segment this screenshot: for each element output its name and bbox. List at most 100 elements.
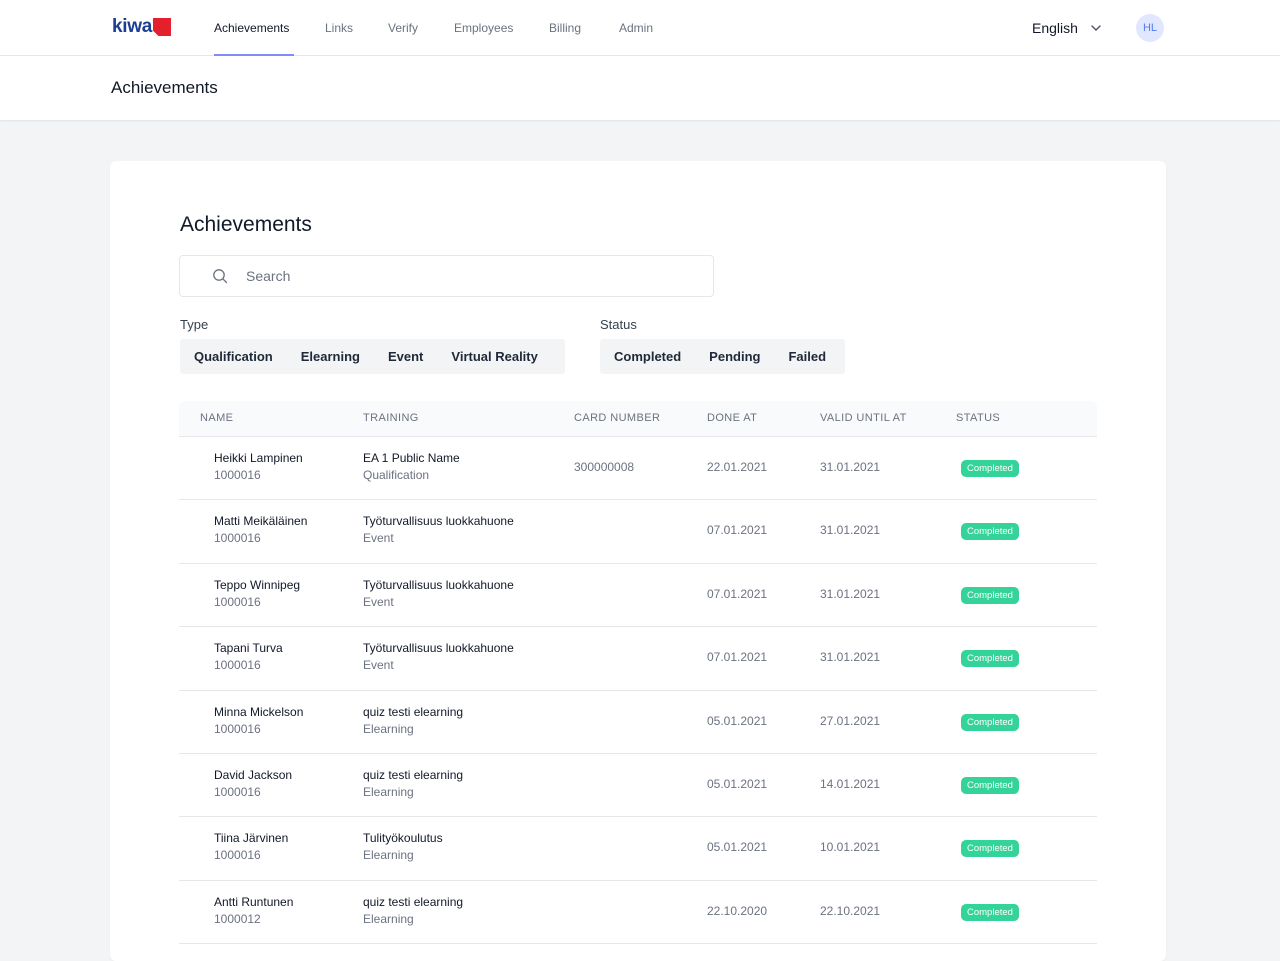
row-training-type: Elearning (363, 848, 414, 863)
row-employee-id: 1000016 (214, 594, 261, 609)
filter-elearning[interactable]: Elearning (300, 349, 360, 364)
row-training-type: Elearning (363, 784, 414, 799)
table-row[interactable]: Minna Mickelson 1000016 quiz testi elearni… (179, 690, 1097, 754)
status-badge: Completed (961, 776, 1019, 794)
row-name: Tapani Turva (214, 641, 283, 656)
row-employee-id: 1000016 (214, 784, 261, 799)
row-training-type: Elearning (363, 911, 414, 926)
column-header-training[interactable]: TRAINING (363, 412, 419, 424)
row-employee-id: 1000016 (214, 468, 261, 482)
table-body: Heikki Lampinen 1000016 EA 1 Public Name Qu… (179, 437, 1097, 945)
row-valid-until: 27.01.2021 (820, 713, 881, 728)
row-training-type: Event (363, 531, 394, 546)
kiwa-logo[interactable]: kiwa (112, 15, 171, 39)
table-row[interactable]: Teppo Winnipeg 1000016 Työturvallisuus luo… (179, 563, 1097, 628)
row-employee-id: 1000016 (214, 721, 261, 736)
row-training-type: Elearning (363, 721, 414, 736)
row-name: Tiina Järvinen (214, 831, 289, 846)
column-header-name[interactable]: NAME (200, 412, 234, 424)
row-valid-until: 22.10.2021 (820, 903, 881, 918)
row-done-at: 05.01.2021 (707, 840, 768, 855)
achievements-table: NAME TRAINING CARD NUMBER DONE AT VALID … (179, 401, 1097, 945)
table-row[interactable]: Antti Runtunen 1000012 quiz testi elearnin… (179, 880, 1097, 945)
status-badge: Completed (961, 840, 1019, 858)
row-done-at: 07.01.2021 (707, 650, 768, 665)
table-row[interactable]: Heikki Lampinen 1000016 EA 1 Public Name Qu… (179, 437, 1097, 501)
page-header: Achievements (0, 56, 1280, 120)
card-title: Achievements (180, 213, 312, 236)
nav-item-verify[interactable]: Verify (388, 21, 419, 35)
row-employee-id: 1000016 (214, 848, 261, 863)
status-filter-label: Status (600, 317, 637, 332)
row-name: Teppo Winnipeg (214, 577, 301, 592)
row-name: David Jackson (214, 767, 293, 782)
nav-item-employees[interactable]: Employees (454, 21, 514, 35)
filter-failed[interactable]: Failed (788, 349, 827, 364)
achievements-card: Achievements Type Qualification Elearnin… (110, 161, 1166, 961)
status-badge: Completed (961, 713, 1019, 731)
table-row[interactable]: Tapani Turva 1000016 Työturvallisuus luokk… (179, 627, 1097, 691)
filter-completed[interactable]: Completed (614, 349, 682, 364)
status-badge: Completed (961, 650, 1019, 668)
row-employee-id: 1000016 (214, 531, 261, 546)
row-name: Heikki Lampinen (214, 451, 303, 465)
nav-item-admin[interactable]: Admin (619, 21, 654, 35)
row-training: Työturvallisuus luokkahuone (363, 577, 514, 592)
column-header-status[interactable]: STATUS (956, 412, 1001, 424)
search-icon (213, 269, 228, 284)
row-employee-id: 1000016 (214, 658, 261, 673)
filter-pending[interactable]: Pending (709, 349, 761, 364)
row-training: Tulityökoulutus (363, 831, 443, 846)
row-valid-until: 31.01.2021 (820, 650, 881, 665)
nav-item-achievements[interactable]: Achievements (214, 0, 294, 56)
chevron-down-icon (1091, 25, 1101, 31)
table-header: NAME TRAINING CARD NUMBER DONE AT VALID … (179, 401, 1097, 437)
status-badge: Completed (961, 586, 1019, 604)
table-row[interactable]: Matti Meikäläinen 1000016 Työturvallisuus … (179, 500, 1097, 564)
row-done-at: 05.01.2021 (707, 776, 768, 791)
table-row[interactable]: Tiina Järvinen 1000016 Tulityökoulutus Elea… (179, 817, 1097, 881)
status-badge: Completed (961, 460, 1019, 477)
row-done-at: 05.01.2021 (707, 713, 768, 728)
search-input[interactable] (246, 268, 686, 284)
row-training: quiz testi elearning (363, 704, 464, 719)
column-header-valid-until[interactable]: VALID UNTIL AT (820, 412, 907, 424)
row-name: Antti Runtunen (214, 894, 294, 909)
type-filter-group: Qualification Elearning Event Virtual Re… (180, 339, 565, 374)
status-filter-group: Completed Pending Failed (600, 339, 845, 374)
row-done-at: 07.01.2021 (707, 586, 768, 601)
row-valid-until: 31.01.2021 (820, 460, 881, 474)
row-valid-until: 14.01.2021 (820, 776, 881, 791)
filter-event[interactable]: Event (387, 349, 424, 364)
status-badge: Completed (961, 523, 1019, 541)
filter-virtual-reality[interactable]: Virtual Reality (451, 349, 538, 364)
logo-flag-icon (153, 18, 171, 36)
row-training: Työturvallisuus luokkahuone (363, 514, 514, 529)
language-selector[interactable]: English (1032, 0, 1102, 56)
table-row[interactable]: David Jackson 1000016 quiz testi elearning… (179, 753, 1097, 818)
row-training-type: Qualification (363, 468, 430, 482)
row-done-at: 07.01.2021 (707, 523, 768, 538)
top-navigation: kiwa Achievements Links Verify Employees… (0, 0, 1280, 56)
filter-qualification[interactable]: Qualification (194, 349, 273, 364)
search-box (179, 255, 714, 297)
column-header-done-at[interactable]: DONE AT (707, 412, 758, 424)
row-training-type: Event (363, 658, 394, 673)
user-avatar[interactable]: HL (1136, 14, 1164, 42)
row-card-number: 300000008 (574, 460, 635, 474)
row-valid-until: 10.01.2021 (820, 840, 881, 855)
logo-text: kiwa (112, 16, 152, 37)
column-header-card-number[interactable]: CARD NUMBER (574, 412, 661, 424)
nav-item-links[interactable]: Links (325, 21, 354, 35)
page-title: Achievements (111, 78, 218, 97)
row-valid-until: 31.01.2021 (820, 586, 881, 601)
language-label: English (1032, 20, 1078, 36)
row-training: Työturvallisuus luokkahuone (363, 641, 514, 656)
type-filter-label: Type (180, 317, 209, 332)
row-valid-until: 31.01.2021 (820, 523, 881, 538)
nav-item-billing[interactable]: Billing (549, 21, 582, 35)
row-done-at: 22.01.2021 (707, 460, 768, 474)
row-training: quiz testi elearning (363, 894, 464, 909)
row-done-at: 22.10.2020 (707, 903, 768, 918)
row-employee-id: 1000012 (214, 911, 261, 926)
